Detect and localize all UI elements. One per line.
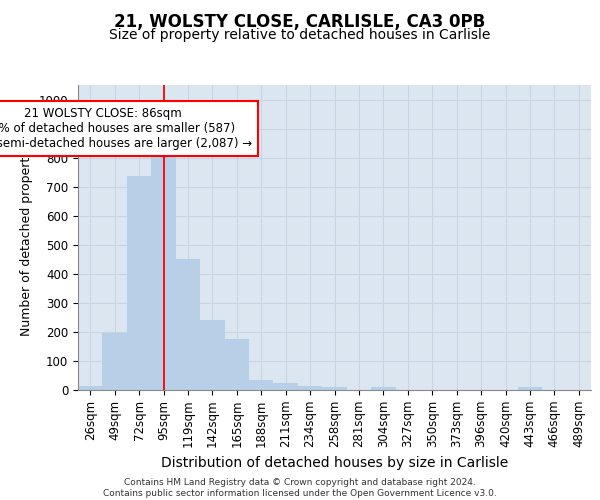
- Text: 21, WOLSTY CLOSE, CARLISLE, CA3 0PB: 21, WOLSTY CLOSE, CARLISLE, CA3 0PB: [115, 12, 485, 30]
- Bar: [249, 380, 274, 390]
- Bar: [151, 148, 176, 390]
- X-axis label: Distribution of detached houses by size in Carlisle: Distribution of detached houses by size …: [161, 456, 508, 469]
- Bar: [274, 382, 298, 390]
- Bar: [176, 260, 200, 390]
- Bar: [371, 387, 395, 390]
- Bar: [518, 387, 542, 390]
- Bar: [103, 334, 127, 390]
- Bar: [322, 387, 347, 390]
- Bar: [127, 176, 151, 390]
- Y-axis label: Number of detached properties: Number of detached properties: [20, 139, 33, 336]
- Text: 21 WOLSTY CLOSE: 86sqm
← 22% of detached houses are smaller (587)
78% of semi-de: 21 WOLSTY CLOSE: 86sqm ← 22% of detached…: [0, 107, 253, 150]
- Bar: [78, 386, 103, 390]
- Bar: [224, 339, 249, 390]
- Bar: [298, 386, 322, 390]
- Text: Size of property relative to detached houses in Carlisle: Size of property relative to detached ho…: [109, 28, 491, 42]
- Text: Contains HM Land Registry data © Crown copyright and database right 2024.
Contai: Contains HM Land Registry data © Crown c…: [103, 478, 497, 498]
- Bar: [200, 320, 224, 390]
